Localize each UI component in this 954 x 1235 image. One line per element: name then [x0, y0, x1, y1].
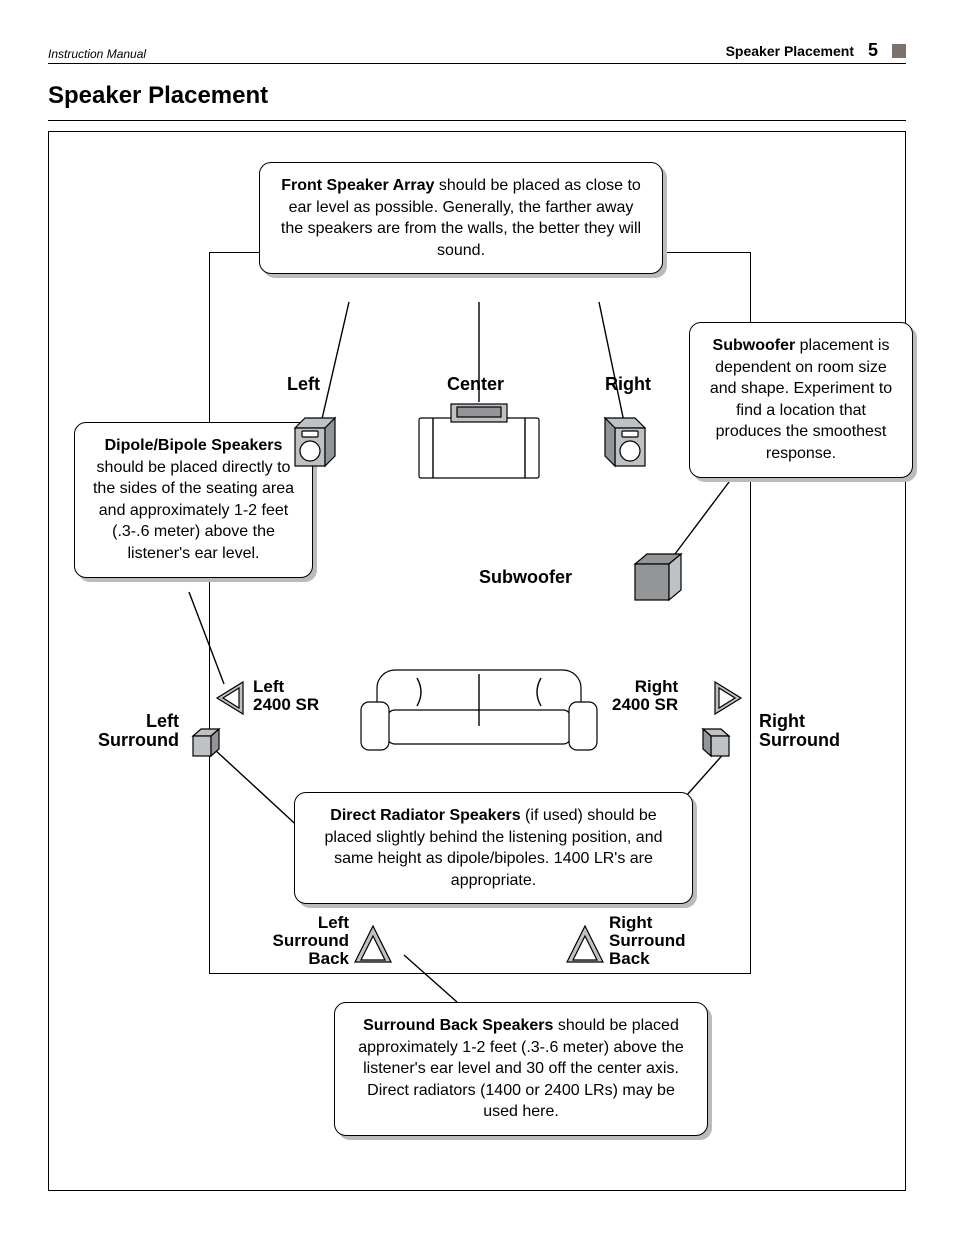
header-left: Instruction Manual [48, 47, 146, 61]
diagram: Front Speaker Array should be placed as … [48, 131, 906, 1191]
left-2400sr-icon [213, 678, 249, 718]
label-left-surround: Left Surround [79, 712, 179, 750]
header-page-number: 5 [868, 40, 878, 61]
header-marker-icon [892, 44, 906, 58]
section-title: Speaker Placement [48, 82, 906, 110]
label-subwoofer: Subwoofer [479, 568, 572, 587]
right-surround-icon [699, 726, 733, 762]
label-left-surround-back: Left Surround Back [249, 914, 349, 968]
callout-subwoofer: Subwoofer placement is dependent on room… [689, 322, 913, 478]
hairline [48, 120, 906, 121]
front-left-speaker-icon [287, 414, 343, 474]
callout-direct: Direct Radiator Speakers (if used) shoul… [294, 792, 693, 904]
label-left-2400sr: Left 2400 SR [253, 678, 319, 714]
right-2400sr-icon [709, 678, 745, 718]
header-section-name: Speaker Placement [726, 43, 854, 59]
callout-direct-title: Direct Radiator Speakers [330, 807, 520, 824]
label-right-surround: Right Surround [759, 712, 840, 750]
callout-back: Surround Back Speakers should be placed … [334, 1002, 708, 1136]
label-center: Center [447, 375, 504, 394]
label-right-surround-back: Right Surround Back [609, 914, 686, 968]
label-left: Left [287, 375, 320, 394]
callout-front-array-title: Front Speaker Array [281, 177, 434, 194]
front-right-speaker-icon [597, 414, 653, 474]
left-surround-back-icon [351, 922, 395, 970]
header-right: Speaker Placement 5 [726, 40, 906, 61]
callout-subwoofer-body: placement is dependent on room size and … [710, 337, 892, 462]
couch-icon [359, 652, 599, 762]
center-speaker-icon [409, 398, 549, 486]
callout-subwoofer-title: Subwoofer [713, 337, 796, 354]
subwoofer-icon [629, 552, 689, 608]
label-right-2400sr: Right 2400 SR [612, 678, 678, 714]
callout-dipole-title: Dipole/Bipole Speakers [105, 437, 283, 454]
left-surround-icon [189, 726, 223, 762]
callout-back-title: Surround Back Speakers [363, 1017, 553, 1034]
callout-dipole: Dipole/Bipole Speakers should be placed … [74, 422, 313, 578]
header-bar: Instruction Manual Speaker Placement 5 [48, 40, 906, 64]
right-surround-back-icon [563, 922, 607, 970]
page: Instruction Manual Speaker Placement 5 S… [0, 0, 954, 1231]
callout-dipole-body: should be placed directly to the sides o… [93, 459, 294, 562]
callout-front-array: Front Speaker Array should be placed as … [259, 162, 663, 274]
label-right: Right [605, 375, 651, 394]
